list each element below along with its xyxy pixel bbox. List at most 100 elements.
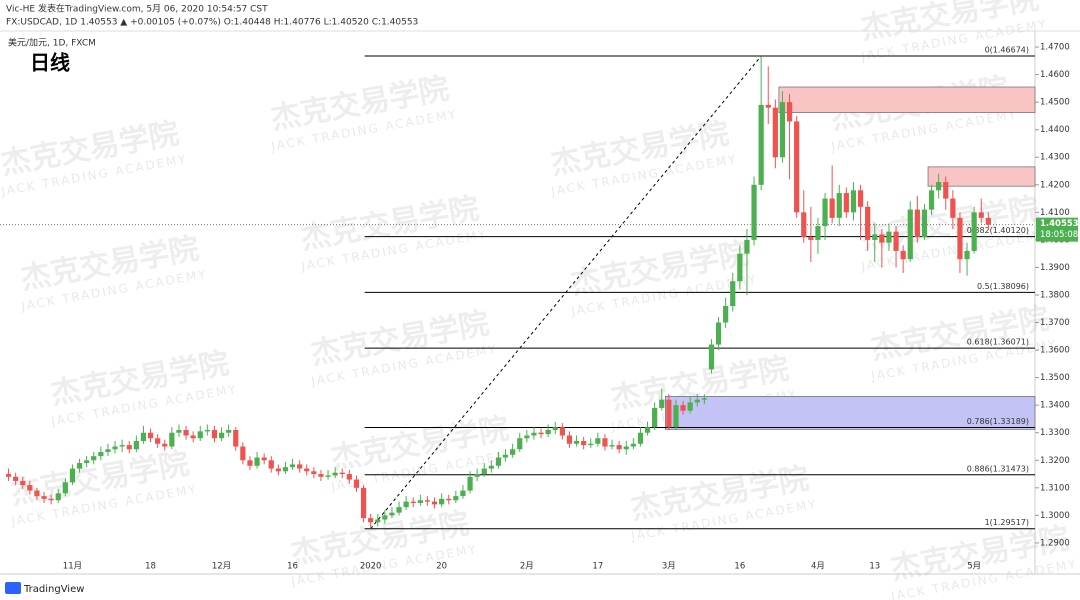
candle-body	[353, 479, 360, 488]
candle-body	[857, 190, 864, 207]
header-quote: FX:USDCAD, 1D 1.40553 ▲ +0.00105 (+0.07%…	[6, 18, 418, 28]
candle-body	[48, 498, 54, 501]
candle-body	[55, 493, 61, 501]
candle-body	[900, 250, 906, 260]
candle-body	[126, 445, 132, 450]
candle-body	[254, 457, 260, 466]
candle-body	[637, 432, 644, 444]
x-tick-label: 5月	[967, 562, 981, 572]
candle-body	[325, 475, 331, 477]
candle-body	[133, 440, 139, 450]
candle-body	[950, 198, 956, 218]
candle-body	[666, 399, 672, 428]
candle-body	[602, 438, 608, 447]
x-tick-label: 16	[287, 562, 298, 572]
candle-body	[339, 472, 345, 475]
y-tick-label: 1.3000	[1040, 511, 1070, 521]
candle-body	[659, 399, 665, 408]
candle-body	[190, 435, 196, 439]
fib-label: 0.5(1.38096)	[977, 282, 1029, 291]
candle-body	[573, 440, 580, 444]
candle-body	[488, 465, 494, 469]
candle-body	[112, 446, 118, 450]
brand-logo	[5, 582, 21, 594]
y-tick-label: 1.3400	[1040, 401, 1070, 411]
candle-body	[69, 468, 76, 483]
candle-body	[708, 344, 715, 370]
x-tick-label: 2020	[360, 562, 382, 572]
candle-body	[332, 472, 338, 476]
candle-body	[886, 231, 892, 243]
fib-label: 0.786(1.33189)	[967, 417, 1029, 426]
brand-name: TradingView	[23, 584, 84, 595]
x-tick-label: 11月	[63, 562, 82, 572]
y-tick-label: 1.4200	[1040, 180, 1070, 190]
candle-body	[119, 445, 125, 447]
y-tick-label: 1.3300	[1040, 428, 1070, 438]
fib-label: 1(1.29517)	[985, 518, 1029, 527]
candle-body	[289, 464, 296, 468]
candle-body	[375, 519, 381, 523]
brand: TradingView	[5, 582, 84, 595]
candle-body	[531, 432, 537, 436]
candle-body	[957, 217, 963, 260]
candle-body	[147, 432, 154, 439]
candle-body	[616, 445, 622, 450]
candle-body	[240, 446, 246, 461]
y-tick-label: 1.3200	[1040, 456, 1070, 466]
y-tick-label: 1.3800	[1040, 290, 1070, 300]
candle-body	[140, 432, 147, 441]
chart-title: 日线	[30, 51, 70, 75]
candle-body	[417, 500, 423, 503]
candle-body	[318, 474, 324, 477]
y-tick-label: 1.3600	[1040, 346, 1070, 356]
candle-body	[218, 432, 225, 439]
zone	[778, 86, 1036, 113]
candle-body	[368, 518, 374, 523]
y-tick-label: 1.4700	[1040, 43, 1070, 53]
candle-body	[652, 407, 658, 428]
y-tick-label: 1.4500	[1040, 98, 1070, 108]
candle-body	[261, 457, 267, 461]
candle-body	[978, 212, 984, 218]
candle-body	[304, 468, 310, 472]
candle-body	[872, 234, 878, 240]
candle-body	[297, 464, 303, 469]
candle-body	[502, 454, 509, 458]
candle-body	[495, 457, 502, 466]
candle-body	[581, 440, 587, 446]
candle-body	[481, 468, 487, 475]
candle-body	[936, 182, 942, 191]
header-line: Vic-HE 发表在TradingView.com, 5月 06, 2020 1…	[6, 3, 268, 15]
candle-body	[27, 485, 33, 491]
candle-body	[644, 427, 651, 433]
candle-body	[183, 429, 189, 436]
y-tick-label: 1.3900	[1040, 263, 1070, 273]
candle-body	[538, 432, 544, 435]
candle-body	[794, 121, 800, 213]
candle-body	[5, 474, 12, 477]
candle-body	[197, 431, 203, 439]
candle-body	[360, 487, 367, 519]
x-tick-label: 16	[734, 562, 745, 572]
candle-body	[346, 474, 352, 480]
candle-body	[524, 435, 530, 439]
candle-body	[630, 443, 636, 447]
candle-body	[801, 212, 807, 238]
price-tag	[1036, 217, 1078, 242]
candle-body	[723, 306, 729, 323]
candle-body	[836, 193, 842, 218]
candle-body	[808, 237, 814, 240]
y-tick-label: 1.3700	[1040, 318, 1070, 328]
y-tick-label: 1.4400	[1040, 125, 1070, 135]
candle-body	[680, 405, 686, 411]
candle-body	[453, 496, 459, 501]
candle-body	[829, 198, 835, 218]
candle-body	[879, 234, 885, 243]
x-tick-label: 12月	[212, 562, 231, 572]
candle-body	[275, 468, 281, 472]
candle-body	[907, 209, 913, 260]
candle-body	[595, 438, 601, 444]
y-tick-label: 1.3500	[1040, 373, 1070, 383]
